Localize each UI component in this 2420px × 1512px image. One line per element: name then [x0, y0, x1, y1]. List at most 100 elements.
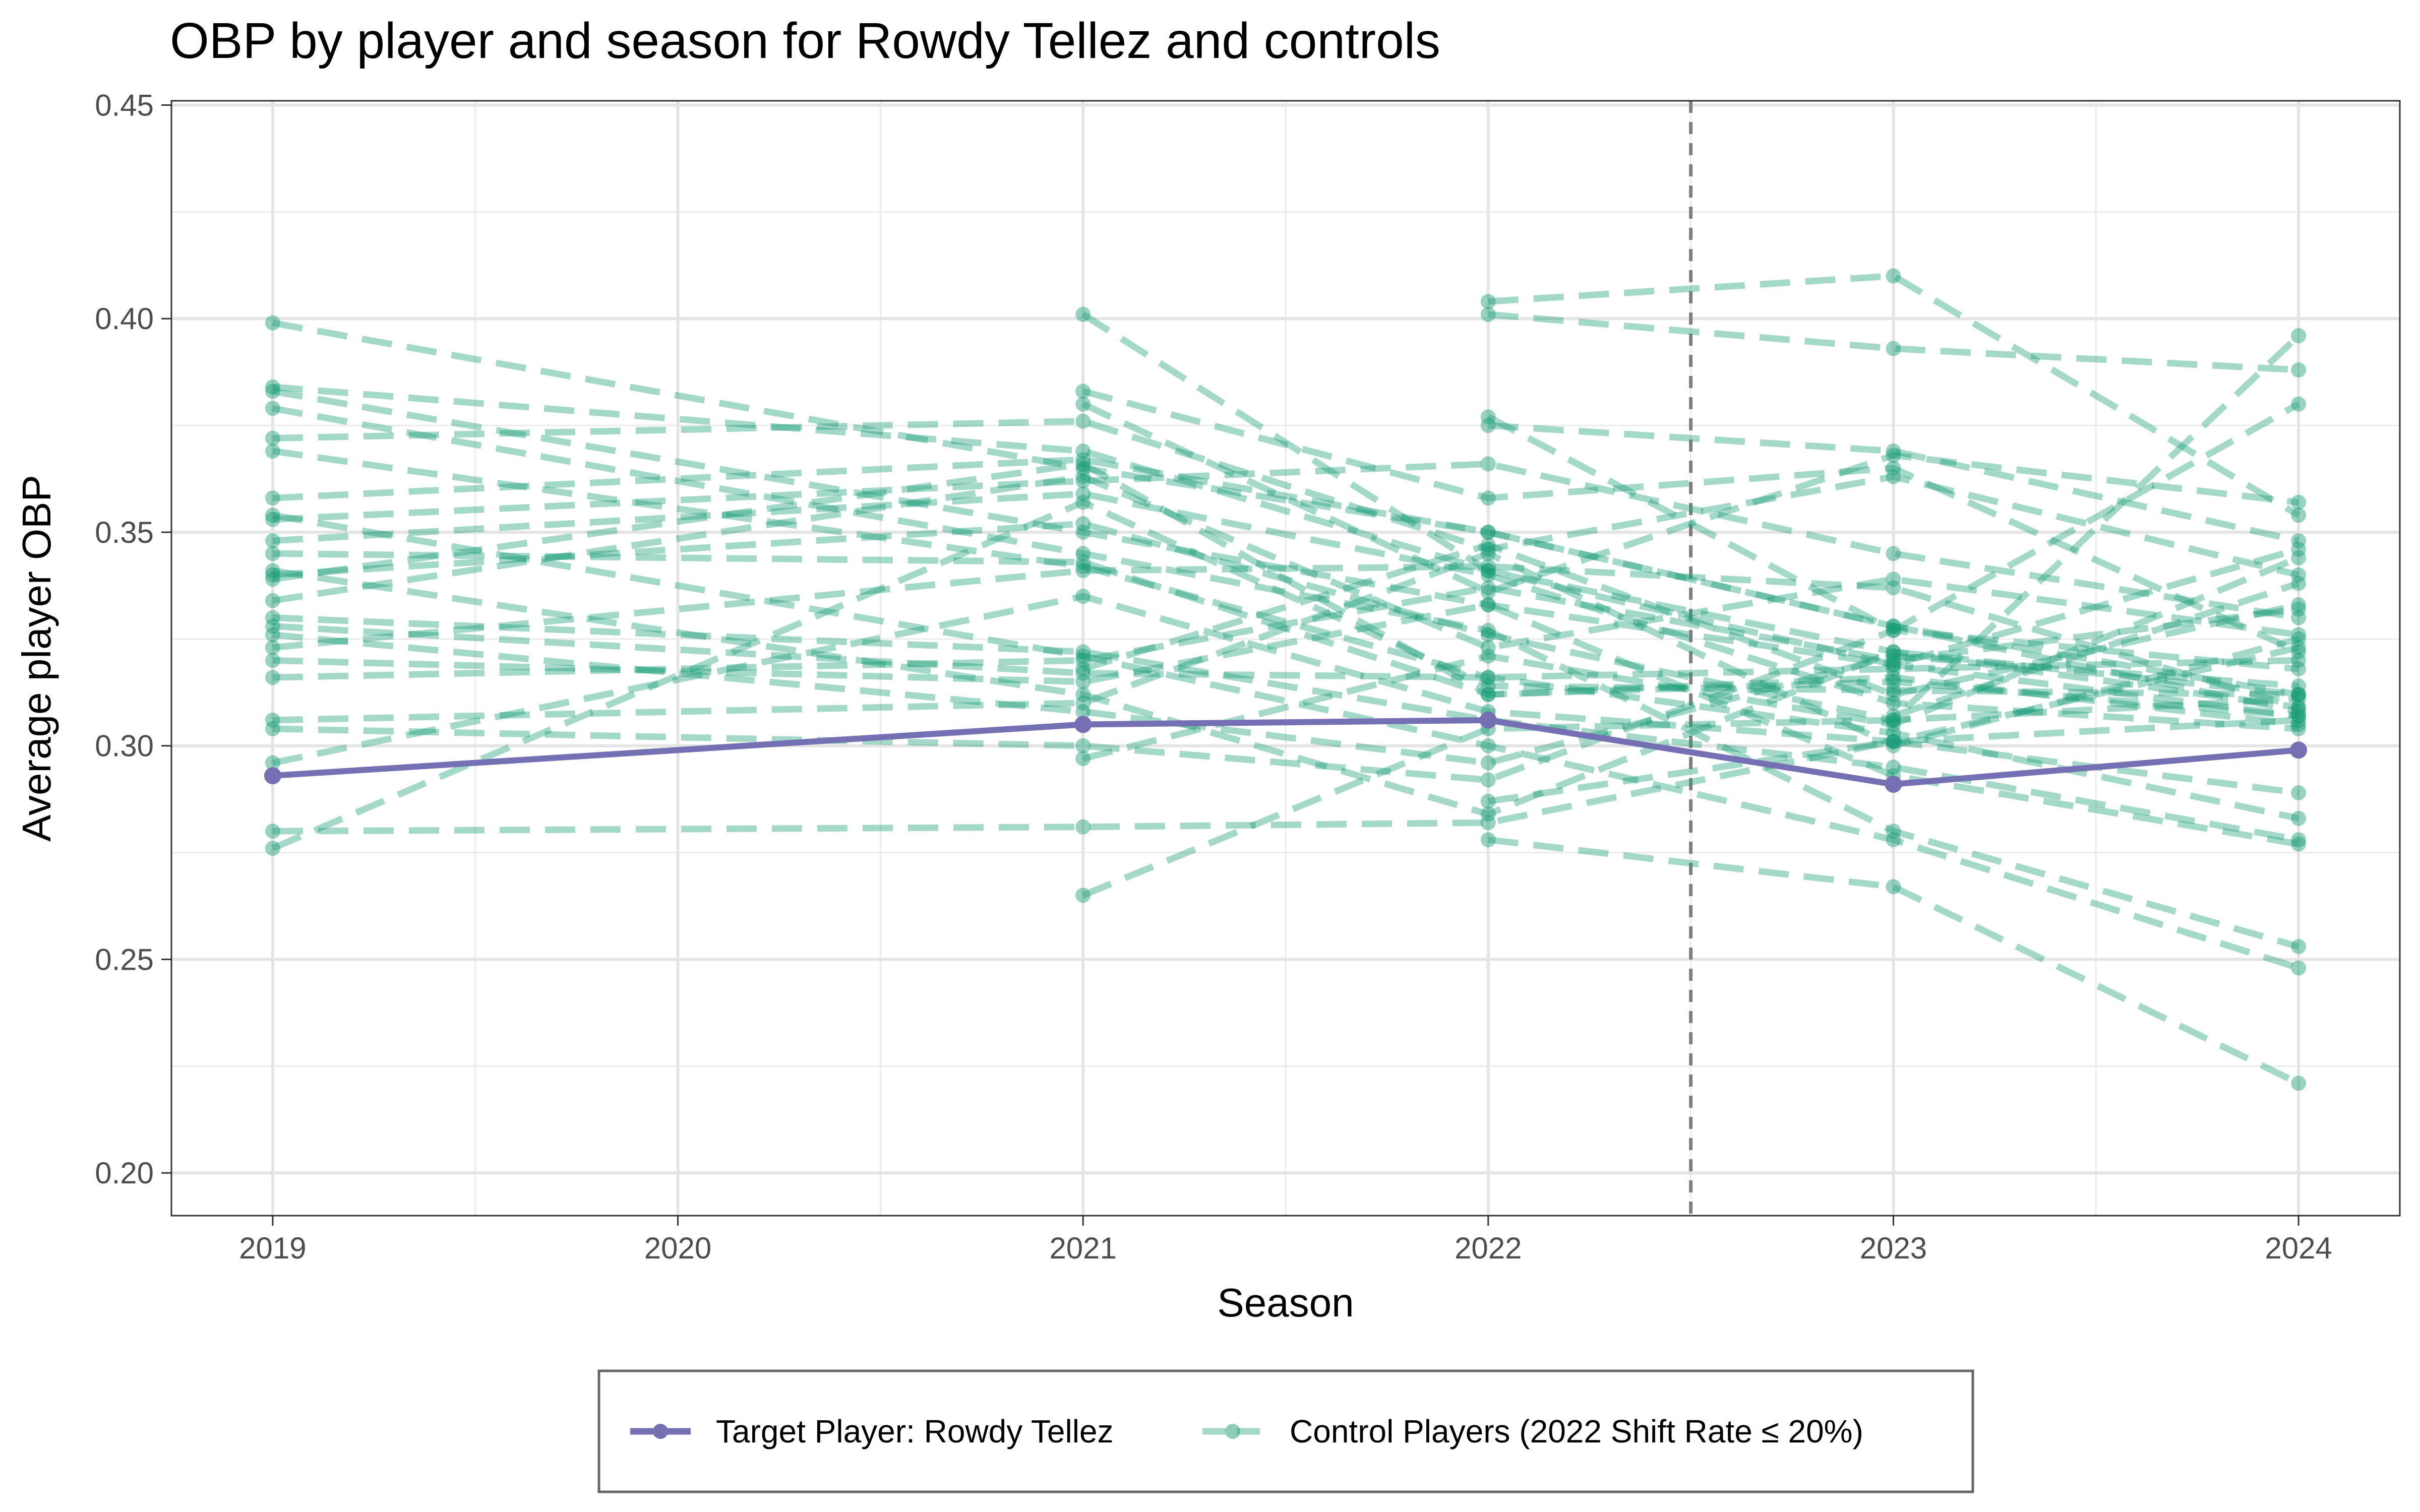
control-point	[1480, 755, 1496, 771]
control-point	[1886, 674, 1901, 689]
control-point	[2291, 721, 2307, 736]
control-point	[1886, 622, 1901, 638]
control-series-line-7	[272, 456, 2300, 715]
control-point	[1480, 832, 1496, 848]
y-tick-label: 0.35	[95, 516, 154, 549]
control-point	[1886, 708, 1901, 724]
control-series-line-13	[272, 520, 2299, 724]
control-series-line-12	[272, 567, 2299, 817]
control-point	[1886, 695, 1901, 711]
control-point	[2291, 576, 2307, 591]
control-series-line-15	[272, 473, 2299, 651]
control-point	[1886, 448, 1901, 463]
control-point	[265, 379, 280, 395]
y-tick-label: 0.25	[95, 942, 154, 976]
control-point	[1075, 819, 1091, 835]
control-point	[1886, 824, 1901, 839]
control-point	[1886, 734, 1901, 749]
control-point	[1480, 687, 1496, 703]
control-point	[1886, 879, 1901, 895]
control-point	[1886, 712, 1901, 728]
y-axis-title: Average player OBP	[14, 475, 59, 842]
control-point	[265, 618, 280, 634]
control-point	[2291, 644, 2307, 660]
control-point	[265, 546, 280, 561]
control-series-line-31	[1082, 554, 2300, 762]
control-point	[1886, 738, 1901, 753]
control-point	[2291, 687, 2307, 703]
control-point	[1886, 661, 1901, 677]
target-point	[2290, 741, 2308, 759]
legend: Target Player: Rowdy Tellez Control Play…	[597, 1369, 1974, 1493]
control-series-line-30	[1082, 541, 2300, 698]
control-point	[1075, 554, 1091, 570]
y-tick-label: 0.45	[95, 88, 154, 122]
control-point	[1480, 670, 1496, 685]
control-series-line-39	[1892, 580, 2300, 719]
control-point	[1886, 460, 1901, 476]
control-point	[2291, 700, 2307, 715]
control-point	[1480, 418, 1496, 433]
control-point	[1886, 469, 1901, 484]
control-point	[2291, 785, 2307, 800]
control-point	[1075, 384, 1091, 399]
legend-target-label: Target Player: Rowdy Tellez	[716, 1413, 1114, 1450]
control-series-line-32	[1081, 333, 2301, 899]
control-point	[265, 755, 280, 771]
control-point	[1886, 443, 1901, 459]
control-point	[2291, 627, 2307, 643]
control-point	[1886, 734, 1901, 749]
plot-panel-border	[170, 100, 2401, 1217]
control-point	[2291, 541, 2307, 557]
control-point	[1075, 661, 1091, 677]
control-point	[1480, 563, 1496, 579]
control-point	[1075, 738, 1091, 753]
control-series-line-22	[272, 550, 2300, 749]
legend-control-point	[1225, 1424, 1240, 1439]
control-point	[265, 653, 280, 668]
control-series-layer	[265, 268, 2307, 1091]
control-point	[1075, 306, 1091, 322]
control-point	[2291, 832, 2307, 848]
control-series-line-38	[1487, 738, 2299, 805]
control-point	[265, 384, 280, 399]
control-point	[1480, 524, 1496, 540]
control-point	[1075, 516, 1091, 532]
control-point	[1480, 456, 1496, 472]
control-point	[1075, 456, 1091, 472]
control-point	[1480, 670, 1496, 685]
control-point	[2291, 494, 2307, 510]
control-series-line-10	[272, 490, 2299, 732]
control-point	[2291, 691, 2307, 707]
control-point	[265, 721, 280, 736]
x-tick-label: 2020	[644, 1231, 711, 1265]
control-point	[2291, 1076, 2307, 1091]
control-point	[2291, 508, 2307, 523]
control-series-line-35	[1486, 401, 2301, 634]
control-point	[1886, 657, 1901, 672]
control-point	[1886, 760, 1901, 775]
control-point	[2291, 396, 2307, 412]
control-point	[265, 567, 280, 583]
x-tick-label: 2023	[1860, 1231, 1927, 1265]
control-point	[2291, 661, 2307, 677]
y-tick-label: 0.20	[95, 1156, 154, 1190]
control-point	[1480, 815, 1496, 831]
control-point	[1075, 469, 1091, 484]
control-series-line-27	[1081, 311, 2300, 668]
control-point	[265, 443, 280, 459]
control-series-line-18	[272, 631, 2299, 767]
x-axis: 2019 2020 2021 2022 2023 2024	[239, 1216, 2332, 1265]
control-point	[1480, 567, 1496, 583]
control-point	[1886, 618, 1901, 634]
control-point	[265, 533, 280, 548]
x-tick-label: 2022	[1455, 1231, 1522, 1265]
control-point	[1480, 687, 1496, 703]
control-point	[1886, 622, 1901, 638]
control-point	[2291, 601, 2307, 617]
control-point	[1480, 306, 1496, 322]
control-series-line-37	[1488, 836, 2300, 1087]
control-point	[1480, 597, 1496, 613]
control-point	[1480, 563, 1496, 579]
